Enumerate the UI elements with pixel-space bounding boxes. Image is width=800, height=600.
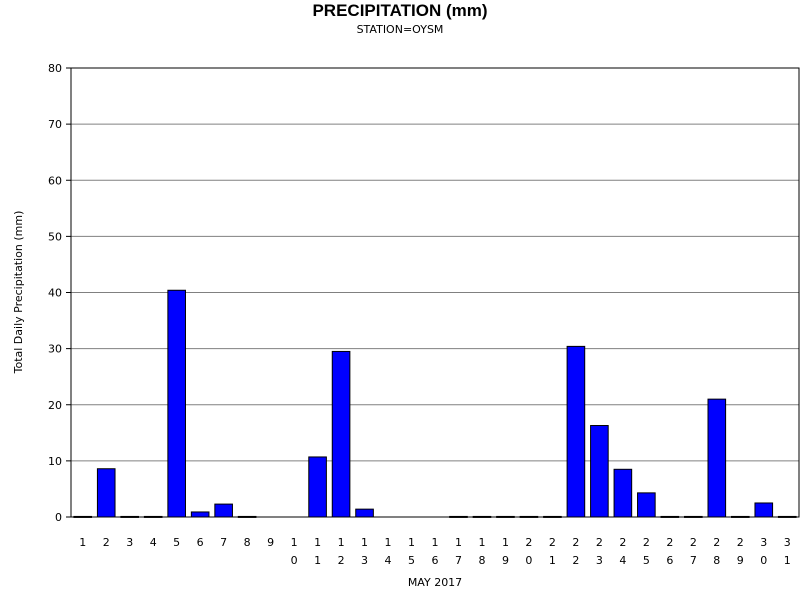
bar-day-24 bbox=[613, 468, 633, 518]
bar-day-5 bbox=[167, 289, 186, 518]
x-tick-label: 1 bbox=[79, 536, 86, 549]
x-tick-label: 2 bbox=[103, 536, 110, 549]
y-tick-label: 80 bbox=[48, 62, 62, 75]
y-tick-label: 10 bbox=[48, 455, 62, 468]
x-tick-label: 9 bbox=[267, 536, 274, 549]
bar-day-12 bbox=[331, 350, 351, 518]
bar-day-7 bbox=[214, 503, 233, 518]
y-axis-label: Total Daily Precipitation (mm) bbox=[12, 211, 25, 375]
y-axis-ticks: 0 10 20 30 40 50 60 70 80 bbox=[48, 62, 71, 524]
y-tick-label: 30 bbox=[48, 343, 62, 356]
chart-title: PRECIPITATION (mm) bbox=[312, 1, 488, 20]
x-tick-label: 4 bbox=[150, 536, 157, 549]
bar-day-28 bbox=[707, 398, 727, 518]
y-tick-label: 60 bbox=[48, 174, 62, 187]
x-axis-ticks: 1 2 3 4 5 6 7 8 9 1 01 11 21 31 41 51 61 71 81 92 02 12 22 32 42… bbox=[79, 536, 791, 567]
chart-subtitle: STATION=OYSM bbox=[356, 23, 444, 36]
bar-day-30 bbox=[754, 502, 774, 518]
x-tick-label: 8 bbox=[244, 536, 251, 549]
bars bbox=[73, 289, 797, 518]
x-tick-label: 3 bbox=[126, 536, 133, 549]
x-axis-label: MAY 2017 bbox=[408, 576, 462, 589]
bar-day-22 bbox=[566, 345, 586, 518]
x-tick-label: 6 bbox=[197, 536, 204, 549]
y-tick-label: 40 bbox=[48, 287, 62, 300]
bar-day-13 bbox=[355, 508, 374, 518]
bar-day-6 bbox=[190, 511, 210, 518]
bar-day-25 bbox=[637, 492, 656, 518]
bar-day-23 bbox=[590, 425, 609, 518]
bar-day-2 bbox=[96, 468, 116, 518]
y-tick-label: 0 bbox=[55, 511, 62, 524]
x-tick-label: 7 bbox=[220, 536, 227, 549]
y-tick-label: 50 bbox=[48, 230, 62, 243]
x-tick-label: 5 bbox=[173, 536, 180, 549]
y-tick-label: 70 bbox=[48, 118, 62, 131]
bar-day-11 bbox=[308, 456, 327, 518]
y-tick-label: 20 bbox=[48, 399, 62, 412]
